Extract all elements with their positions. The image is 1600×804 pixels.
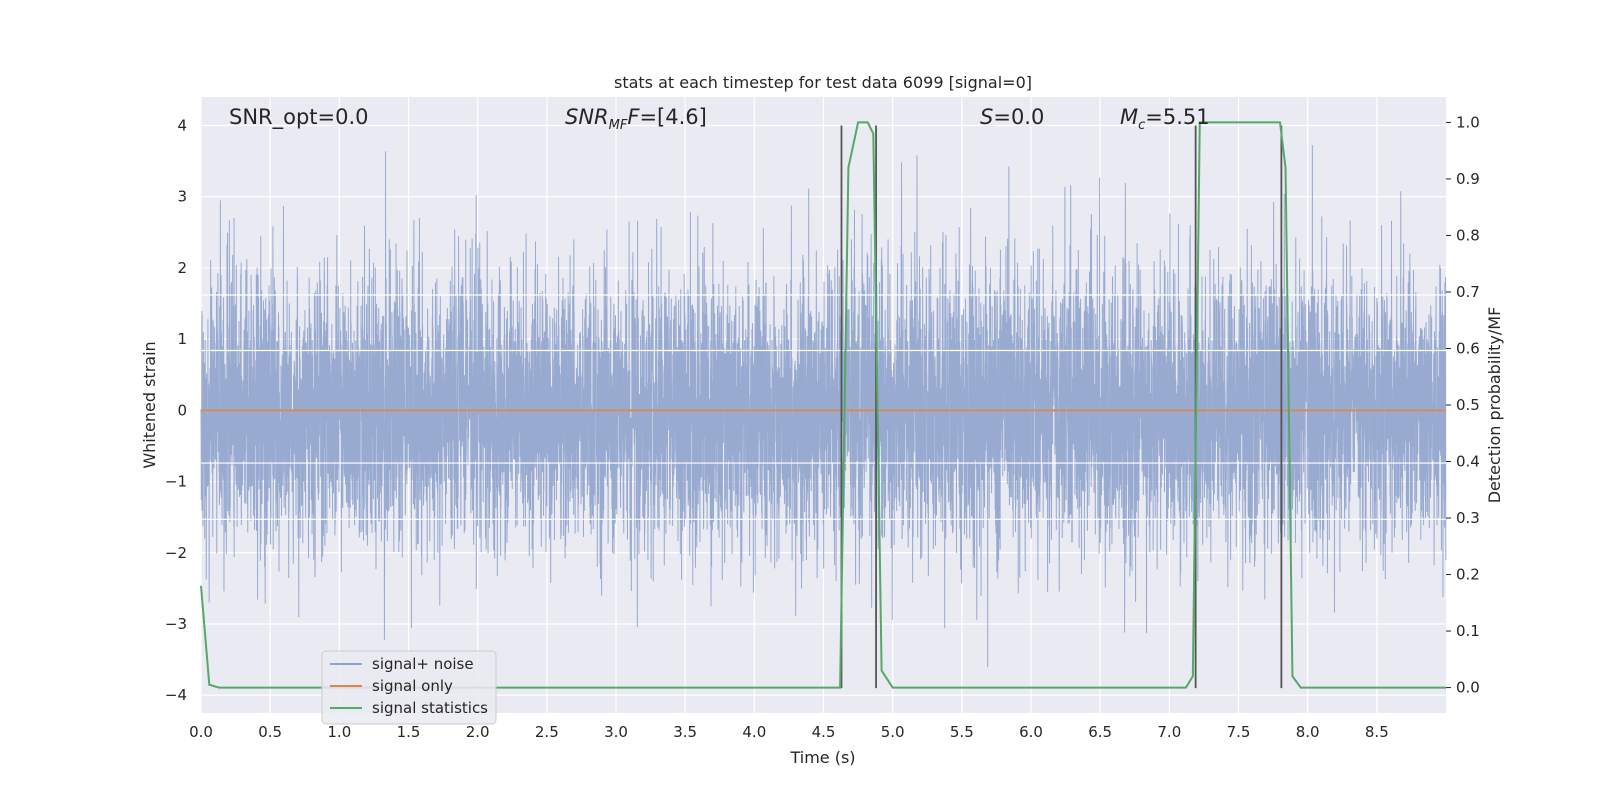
y-tick-label: 1 (177, 330, 187, 348)
series-signal-noise (200, 145, 1447, 667)
y-tick-label: −1 (165, 473, 187, 491)
y2-tick-label: 1.0 (1456, 113, 1480, 131)
annotation-snr-mf: SNRMFF=[4.6] (565, 105, 707, 133)
x-tick-label: 2.5 (535, 723, 559, 741)
legend: signal+ noise signal only signal statist… (321, 650, 497, 725)
y2-tick-label: 0.7 (1456, 283, 1480, 301)
x-tick-label: 1.0 (327, 723, 351, 741)
legend-box (321, 650, 497, 725)
x-tick-label: 3.5 (673, 723, 697, 741)
legend-label-signal-only: signal only (372, 677, 453, 695)
x-tick-label: 1.5 (397, 723, 421, 741)
y2-tick-label: 0.1 (1456, 622, 1480, 640)
annotations: SNR_opt=0.0 SNRMFF=[4.6] S=0.0 Mc=5.51 (229, 105, 1210, 133)
x-tick-label: 2.0 (466, 723, 490, 741)
y2-tick-label: 0.6 (1456, 339, 1480, 357)
y-tick-label: −3 (165, 615, 187, 633)
y2-tick-label: 0.4 (1456, 453, 1480, 471)
chart-title: stats at each timestep for test data 609… (614, 73, 1032, 92)
legend-label-signal-statistics: signal statistics (372, 699, 488, 717)
series-lines (200, 121, 1446, 689)
annotation-s: S=0.0 (980, 105, 1044, 129)
x-tick-label: 5.5 (950, 723, 974, 741)
x-tick-label: 8.5 (1365, 723, 1389, 741)
y-tick-label: 3 (177, 188, 187, 206)
x-tick-label: 3.0 (604, 723, 628, 741)
x-tick-label: 7.5 (1227, 723, 1251, 741)
legend-label-signal-noise: signal+ noise (372, 655, 474, 673)
x-tick-label: 6.5 (1088, 723, 1112, 741)
y2-tick-label: 0.3 (1456, 509, 1480, 527)
y2-axis-label: Detection probability/MF (1485, 307, 1504, 504)
y-tick-label: −2 (165, 544, 187, 562)
y-tick-label: 0 (177, 401, 187, 419)
y2-tick-label: 0.5 (1456, 396, 1480, 414)
x-tick-label: 8.0 (1296, 723, 1320, 741)
y-tick-label: 2 (177, 259, 187, 277)
annotation-mc: Mc=5.51 (1120, 105, 1210, 133)
annotation-snr-opt: SNR_opt=0.0 (229, 105, 369, 130)
x-tick-label: 4.5 (812, 723, 836, 741)
x-axis-label: Time (s) (789, 748, 855, 767)
x-tick-label: 7.0 (1157, 723, 1181, 741)
y2-tick-label: 0.2 (1456, 566, 1480, 584)
y-tick-label: 4 (177, 116, 187, 134)
y2-tick-label: 0.9 (1456, 170, 1480, 188)
x-tick-label: 4.0 (742, 723, 766, 741)
y2-tick-label: 0.0 (1456, 679, 1480, 697)
y2-tick-label: 0.8 (1456, 226, 1480, 244)
y-tick-label: −4 (165, 686, 187, 704)
y-axis-label: Whitened strain (140, 341, 159, 468)
x-tick-label: 6.0 (1019, 723, 1043, 741)
x-tick-label: 0.5 (258, 723, 282, 741)
x-tick-label: 5.0 (881, 723, 905, 741)
signal-statistics-line (200, 121, 1446, 689)
x-tick-label: 0.0 (189, 723, 213, 741)
axis-ticks: 0.0 0.5 1.0 1.5 2.0 2.5 3.0 3.5 4.0 4.5 5.0 5.5 6.0 6… (165, 113, 1480, 741)
signal-noise-line (200, 145, 1447, 667)
